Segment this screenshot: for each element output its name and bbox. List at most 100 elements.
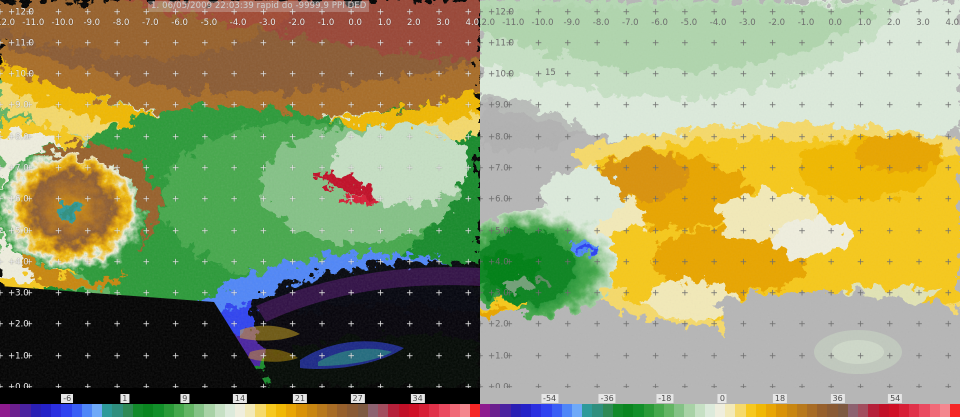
grid-tick-mark: + [651,288,660,299]
grid-tick-mark: + [318,288,326,299]
grid-tick-mark: + [944,226,953,236]
grid-tick-mark: + [564,257,572,268]
grid-tick-mark: + [347,163,355,174]
y-axis-label: +6.0 [488,194,509,205]
grid-tick-mark: + [171,226,180,236]
grid-tick-mark: + [288,100,297,111]
grid-tick-mark: + [376,7,385,17]
grid-tick-mark: + [681,288,689,299]
x-axis-label: -11.0 [22,17,45,28]
colorbar-swatch [163,404,174,417]
grid-tick-mark: + [534,100,543,111]
grid-tick-mark: + [171,257,180,268]
grid-tick-mark: + [739,257,748,268]
colorbar-tick-label: 36 [830,394,845,403]
colorbar-tick-label: -6 [61,394,74,403]
grid-tick-mark: + [564,163,572,174]
y-axis-label: +8.0 [488,132,509,143]
grid-tick-mark: + [54,38,63,49]
grid-tick-mark: + [622,132,631,143]
grid-tick-mark: + [171,100,180,111]
radar-field-right [480,0,960,388]
colorbar-swatch [388,404,399,417]
grid-tick-mark: + [464,132,473,143]
colorbar-swatch [868,404,879,417]
colorbar-swatch [398,404,409,417]
grid-tick-mark: + [739,7,748,17]
grid-tick-mark: + [915,38,923,49]
grid-tick-mark: + [54,194,63,205]
x-axis-label: 1.0 [377,17,392,28]
colorbar-swatch [817,404,828,417]
panel-right-vr[interactable]: + + + + + + + + + + + + + + + + + + + + + + + + + + + + + + + + + + + + + + + +… [480,0,960,417]
colorbar-swatches-right [480,404,960,417]
grid-tick-mark: + [915,132,923,143]
grid-tick-mark: + [113,351,121,362]
grid-tick-mark: + [318,163,326,174]
plot-area-right[interactable]: + + + + + + + + + + + + + + + + + + + + + + + + + + + + + + + + + + + + + + + +… [480,0,960,388]
colorbar-tick-label: 21 [292,394,308,403]
grid-tick-mark: + [464,7,473,17]
grid-tick-mark: + [856,163,865,174]
panel-left-ded[interactable]: + + + + + + + + + + + + + + + + + + + + + + + + + + + + + + + + + + + + + + + +… [0,0,480,417]
x-axis-label: 0.0 [348,17,362,28]
colorbar-swatch [551,404,562,417]
colorbar-swatch [888,404,899,417]
grid-tick-mark: + [259,257,268,268]
grid-tick-mark: + [739,319,748,330]
grid-tick-mark: + [406,38,414,49]
grid-tick-mark: + [768,194,777,205]
y-axis-label: +3.0 [488,288,509,299]
grid-tick-mark: + [534,69,543,80]
grid-tick-mark: + [681,194,689,205]
grid-tick-mark: + [827,69,835,80]
grid-tick-mark: + [288,319,297,330]
colorbar-swatch [837,404,848,417]
plot-area-left[interactable]: + + + + + + + + + + + + + + + + + + + + + + + + + + + + + + + + + + + + + + + +… [0,0,480,388]
grid-tick-mark: + [435,163,443,174]
grid-tick-mark: + [915,7,923,17]
grid-tick-mark: + [710,7,718,17]
grid-tick-mark: + [435,351,443,362]
grid-tick-mark: + [915,100,923,111]
grid-tick-mark: + [915,194,923,205]
y-axis-label: +11.0 [488,38,515,49]
grid-tick-mark: + [886,319,894,330]
grid-tick-mark: + [768,132,777,143]
grid-tick-mark: + [622,69,631,80]
grid-tick-mark: + [622,194,631,205]
grid-tick-mark: + [113,7,121,17]
colorbar-swatch [490,404,501,417]
grid-tick-mark: + [347,69,355,80]
colorbar-swatch [653,404,664,417]
grid-tick-mark: + [768,288,777,299]
grid-tick-mark: + [564,7,572,17]
colorbar-swatch [71,404,82,417]
colorbar-swatch [408,404,419,417]
grid-tick-mark: + [856,38,865,49]
colorbar-right[interactable]: -54 -36 -18 0 18 36 54 [480,388,960,417]
grid-tick-mark: + [827,194,835,205]
grid-tick-mark: + [534,288,543,299]
colorbar-swatch [102,404,113,417]
grid-tick-mark: + [0,258,4,267]
grid-tick-mark: + [376,226,385,236]
grid-tick-mark: + [944,38,953,49]
x-axis-label: -11.0 [502,17,525,28]
grid-tick-mark: + [856,288,865,299]
grid-tick-mark: + [376,288,385,299]
grid-tick-mark: + [435,194,443,205]
grid-tick-mark: + [827,351,835,362]
grid-tick-mark: + [113,163,121,174]
grid-tick-mark: + [142,226,151,236]
grid-tick-mark: + [259,132,268,143]
grid-tick-mark: + [54,319,63,330]
x-axis-label: 2.0 [407,17,421,28]
grid-tick-mark: + [142,257,151,268]
grid-tick-mark: + [54,351,63,362]
grid-tick-mark: + [0,195,4,205]
grid-tick-mark: + [651,38,660,49]
grid-tick-mark: + [886,38,894,49]
x-axis-label: 2.0 [887,17,901,28]
colorbar-left[interactable]: -6 1 9 14 21 27 34 [0,388,480,417]
